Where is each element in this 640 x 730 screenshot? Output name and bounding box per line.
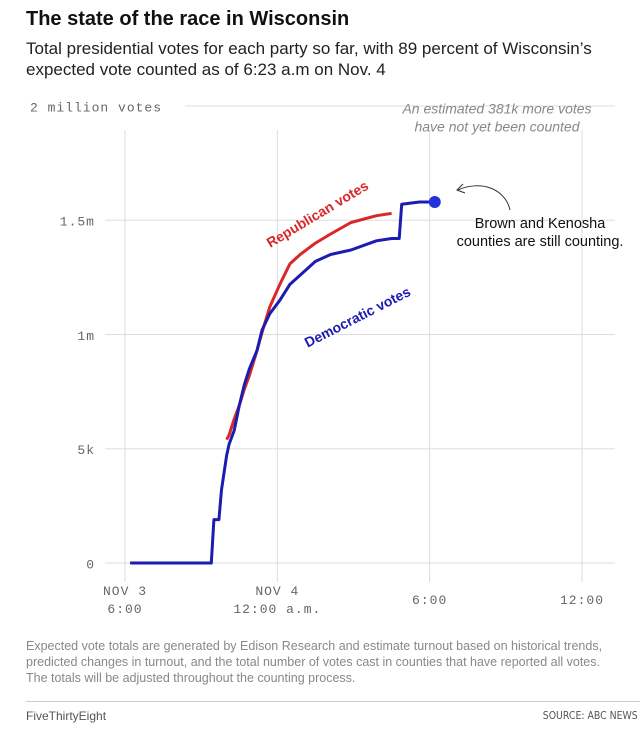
title: The state of the race in Wisconsin (26, 8, 350, 30)
series-label: Republican votes (264, 177, 372, 251)
footnote: Expected vote totals are generated by Ed… (26, 639, 603, 685)
x-tick-label-line: 6:00 (412, 593, 447, 608)
series-line (130, 200, 435, 565)
y-tick-label: 1m (77, 329, 95, 344)
y-tick-label: 1.5m (60, 215, 95, 230)
y-tick-label: 2 million votes (30, 100, 162, 115)
arrow-head (456, 183, 466, 194)
annotation: counties are still counting. (457, 234, 624, 250)
x-tick-label: 12:00 (560, 593, 604, 608)
x-tick-label-line: 12:00 (560, 593, 604, 608)
x-tick-label-line: NOV 4 (255, 584, 299, 599)
x-tick-label: 6:00 (412, 593, 447, 608)
series-label: Democratic votes (302, 283, 413, 350)
series-line (225, 211, 392, 441)
x-tick-label-line: 6:00 (107, 602, 142, 617)
brand: FiveThirtyEight (26, 709, 107, 723)
x-tick-label: NOV 3 6:00 (103, 584, 147, 617)
source: SOURCE: ABC NEWS (543, 709, 638, 722)
annotation: Brown and Kenosha (475, 216, 607, 232)
annotation: have not yet been counted (414, 119, 580, 135)
arrow (457, 185, 511, 211)
divider (26, 701, 640, 702)
y-tick-label: 0 (86, 557, 95, 572)
x-tick-label-line: 12:00 a.m. (233, 602, 321, 617)
end-marker (428, 195, 441, 208)
annotation: An estimated 381k more votes (401, 101, 591, 117)
x-tick-label-line: NOV 3 (103, 584, 147, 599)
subtitle: Total presidential votes for each party … (26, 39, 592, 79)
x-tick-label: NOV 4 12:00 a.m. (233, 584, 321, 617)
y-tick-label: 5k (77, 443, 95, 458)
